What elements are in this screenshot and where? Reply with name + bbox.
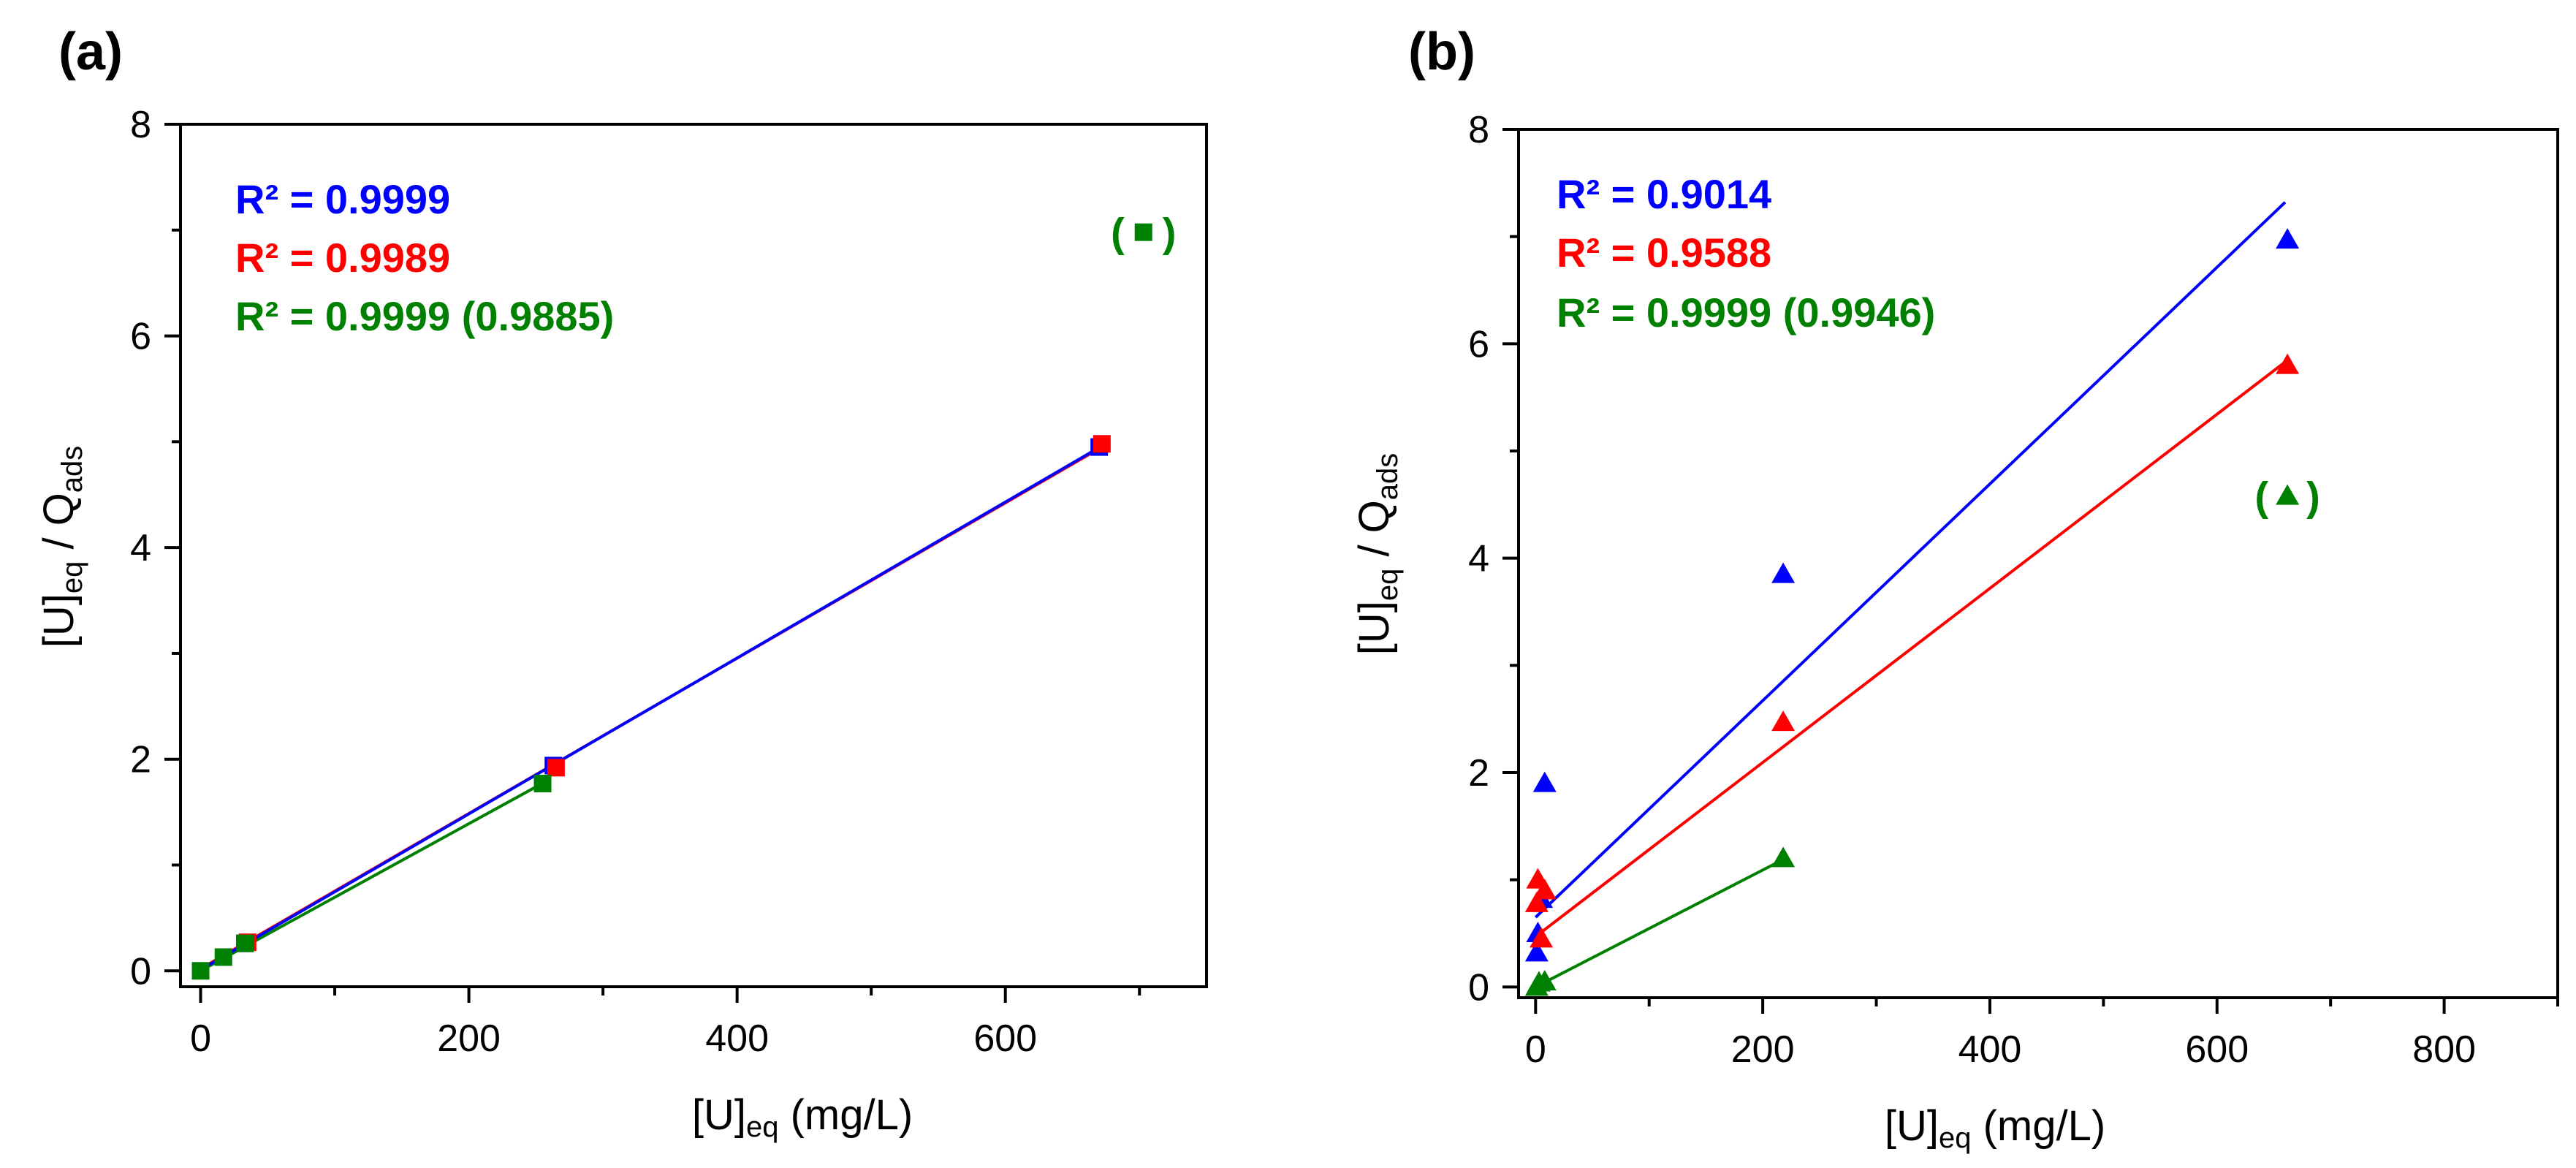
y-tick-label: 0 <box>1468 966 1489 1009</box>
x-tick-label: 200 <box>1731 1028 1795 1071</box>
panel-a-r2-red: R² = 0.9989 <box>235 235 450 281</box>
data-point-red <box>2276 353 2300 374</box>
x-tick-label: 400 <box>705 1017 769 1060</box>
x-tick-label: 600 <box>973 1017 1037 1060</box>
fit-line-blue <box>1534 201 2287 919</box>
panel-a-y-axis-sep: / Q <box>35 493 83 561</box>
data-point-red <box>547 759 565 777</box>
panel-a: (a) 0 200 400 600 0 2 4 6 8 R² = 0.9999 R² = 0.9… <box>35 23 1208 1143</box>
panel-b-r2-green: R² = 0.9999 (0.9946) <box>1557 289 1935 335</box>
panel-a-x-axis-title: [U]eq (mg/L) <box>692 1091 913 1143</box>
data-point-red <box>1530 927 1554 948</box>
panel-a-outlier: ( ) <box>1111 210 1176 256</box>
panel-b-x-axis-main: [U] <box>1885 1102 1939 1150</box>
data-point-green <box>533 775 552 793</box>
x-tick-label: 400 <box>1958 1028 2022 1071</box>
y-tick-label: 4 <box>130 527 151 569</box>
panel-b-r2-legend: R² = 0.9014 R² = 0.9588 R² = 0.9999 (0.9… <box>1557 171 1935 335</box>
y-tick-label: 2 <box>1468 752 1489 795</box>
panel-b-x-axis-unit: (mg/L) <box>1971 1102 2105 1150</box>
panel-a-outlier-close-paren: ) <box>1163 210 1177 256</box>
data-point-red <box>1532 879 1557 900</box>
panel-a-label: (a) <box>58 23 123 81</box>
panel-a-data-points <box>191 223 1152 980</box>
panel-a-y-axis-title: [U]eq / Qads <box>35 446 88 648</box>
fit-line-green <box>200 781 545 973</box>
x-tick-label: 0 <box>1525 1028 1546 1071</box>
panel-b-r2-blue: R² = 0.9014 <box>1557 171 1771 217</box>
panel-a-x-axis-sub: eq <box>746 1111 779 1143</box>
panel-b-x-axis-title: [U]eq (mg/L) <box>1885 1102 2105 1154</box>
y-tick-label: 2 <box>130 739 151 781</box>
panel-b-data-points <box>1524 228 2300 996</box>
fit-line-red <box>1535 360 2287 938</box>
data-point-blue <box>1524 941 1549 962</box>
y-tick-label: 6 <box>130 316 151 358</box>
panel-b-ticks: 0 200 400 600 800 0 2 4 6 8 <box>1468 109 2559 1071</box>
panel-a-fit-lines <box>200 444 1103 973</box>
panel-b-r2-red: R² = 0.9588 <box>1557 230 1771 276</box>
data-point-green <box>236 934 254 952</box>
data-point-green <box>214 948 232 966</box>
data-point-blue <box>2276 228 2300 249</box>
panel-a-plot-frame <box>179 123 1208 988</box>
outlier-point <box>2276 484 2300 505</box>
panel-b-outlier-open-paren: ( <box>2254 474 2268 520</box>
x-tick-label: 0 <box>190 1017 211 1060</box>
x-tick-label: 600 <box>2185 1028 2249 1071</box>
panel-a-x-axis-main: [U] <box>692 1091 746 1139</box>
panel-b: (b) 0 200 400 600 800 0 2 4 6 8 R² = 0.9014 R² = … <box>1350 23 2559 1154</box>
panel-b-outlier: ( ) <box>2254 474 2319 520</box>
panel-b-x-axis-sub: eq <box>1939 1122 1972 1154</box>
data-point-green <box>1532 970 1557 990</box>
y-tick-label: 0 <box>130 950 151 993</box>
fit-line-blue <box>200 444 1103 971</box>
x-tick-label: 800 <box>2412 1028 2476 1071</box>
panel-b-y-axis-sep: / Q <box>1350 500 1398 568</box>
panel-b-y-axis-title: [U]eq / Qads <box>1350 453 1404 656</box>
panel-a-y-axis-sub-ads: ads <box>56 446 88 493</box>
data-point-red <box>1771 710 1796 732</box>
panel-a-y-axis-main: [U] <box>35 594 83 648</box>
panel-b-outlier-close-paren: ) <box>2306 474 2320 520</box>
y-tick-label: 8 <box>130 104 151 146</box>
panel-b-y-axis-sub-eq: eq <box>1372 569 1404 602</box>
data-point-green <box>1771 846 1796 868</box>
data-point-blue <box>1532 771 1557 792</box>
panel-a-y-axis-sub-eq: eq <box>56 561 88 594</box>
panel-b-y-axis-sub-ads: ads <box>1372 453 1404 501</box>
data-point-green <box>191 962 210 980</box>
y-tick-label: 8 <box>1468 109 1489 151</box>
panel-b-y-axis-main: [U] <box>1350 601 1398 655</box>
panel-a-r2-legend: R² = 0.9999 R² = 0.9989 R² = 0.9999 (0.9… <box>235 176 614 339</box>
data-point-red <box>1524 891 1549 912</box>
panel-a-r2-green: R² = 0.9999 (0.9885) <box>235 293 614 339</box>
x-tick-label: 200 <box>437 1017 501 1060</box>
panel-a-outlier-open-paren: ( <box>1111 210 1125 256</box>
panel-b-plot-frame <box>1517 128 2559 999</box>
y-tick-label: 6 <box>1468 323 1489 365</box>
panel-b-label: (b) <box>1408 23 1475 81</box>
data-point-blue <box>1771 562 1796 583</box>
y-tick-label: 4 <box>1468 538 1489 580</box>
panel-a-r2-blue: R² = 0.9999 <box>235 176 450 222</box>
fit-line-green <box>1535 857 1787 989</box>
panel-a-ticks: 0 200 400 600 0 2 4 6 8 <box>130 104 1141 1060</box>
outlier-point <box>1134 223 1152 241</box>
panel-b-fit-lines <box>1534 201 2287 989</box>
data-point-red <box>1093 435 1111 453</box>
panel-a-x-axis-unit: (mg/L) <box>778 1091 913 1139</box>
